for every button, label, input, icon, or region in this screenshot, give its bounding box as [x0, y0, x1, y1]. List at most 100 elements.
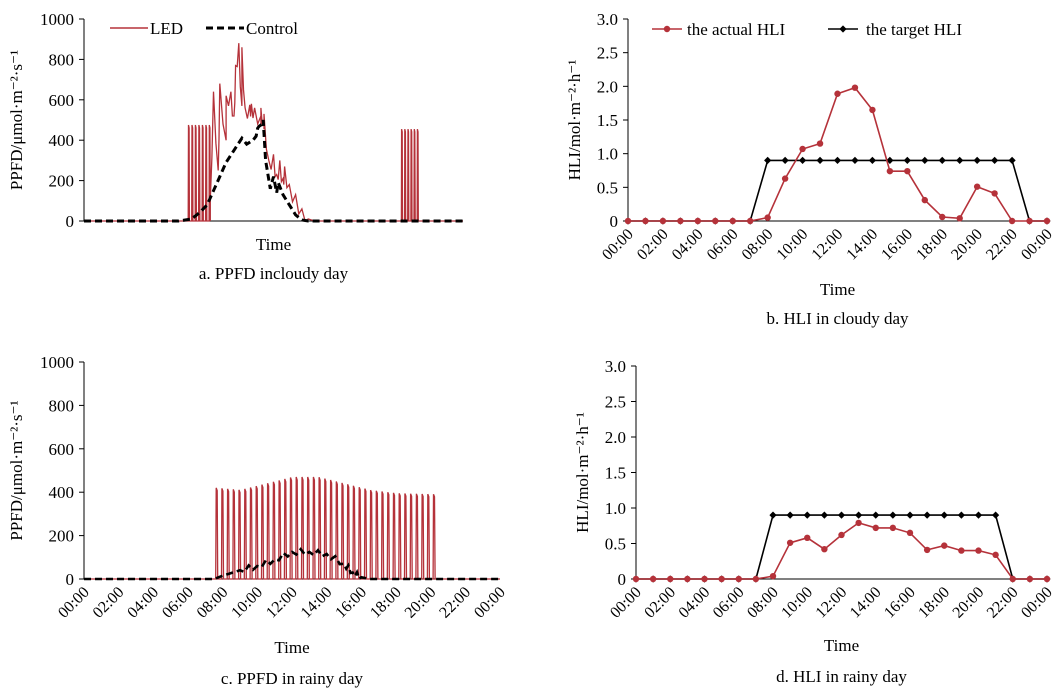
- y-tick-label: 800: [49, 50, 75, 69]
- y-axis-label: PPFD/μmol·m⁻²·s⁻¹: [7, 50, 26, 190]
- series-actual-point: [939, 213, 946, 221]
- y-tick-label: 3.0: [605, 357, 626, 376]
- x-tick-label: 00:00: [599, 226, 637, 264]
- series-actual-point: [941, 542, 948, 549]
- y-tick-label: 1000: [40, 10, 74, 29]
- series-target-point: [974, 511, 983, 519]
- x-axis-label: Time: [824, 636, 859, 655]
- series-actual-point: [781, 175, 789, 182]
- panel-a: 0 200 400 600 800 1000 PPFD/μmol·m⁻²·s⁻¹ Time a.…: [7, 10, 463, 283]
- x-tick-label: 20:00: [948, 226, 986, 264]
- x-tick-label: 12:00: [809, 226, 847, 264]
- legend: the actual HLI the target HLI: [652, 20, 962, 39]
- series-actual-point: [889, 524, 897, 532]
- x-tick-label: 06:00: [710, 584, 748, 622]
- series-target-point: [940, 511, 948, 519]
- series-actual-point: [694, 217, 702, 225]
- panel-caption: a. PPFD incloudy day: [199, 264, 349, 283]
- legend-marker-target: [839, 25, 847, 33]
- x-tick-label: 22:00: [984, 584, 1022, 622]
- x-tick-label: 04:00: [124, 584, 162, 622]
- series-actual-point: [821, 545, 828, 553]
- x-tick-label: 08:00: [744, 584, 782, 622]
- x-tick-label: 06:00: [159, 584, 197, 622]
- series-target-point: [872, 511, 880, 519]
- series-actual-point: [642, 217, 649, 225]
- series-control-line: [84, 119, 463, 223]
- x-tick-label: 06:00: [704, 226, 742, 264]
- legend-marker-actual: [663, 25, 671, 33]
- series-target-line: [636, 514, 1047, 580]
- series-actual-point: [958, 547, 965, 554]
- series-target-point: [769, 511, 777, 519]
- legend-label-target: the target HLI: [866, 20, 962, 39]
- y-tick-label: 800: [49, 396, 75, 415]
- series-actual-point: [834, 90, 841, 97]
- series-actual-line: [636, 522, 1047, 580]
- series-actual-point: [923, 546, 931, 554]
- series-target-point: [921, 156, 929, 164]
- series-actual-point: [956, 215, 963, 222]
- x-tick-label: 10:00: [774, 226, 812, 264]
- series-target-point: [923, 511, 931, 519]
- series-actual-point: [764, 214, 771, 221]
- y-tick-label: 1.5: [597, 111, 618, 130]
- y-tick-label: 1000: [40, 353, 74, 372]
- series-target-point: [816, 156, 824, 164]
- series-actual-point: [992, 551, 999, 559]
- series-actual-point: [735, 575, 742, 583]
- x-axis-label: Time: [820, 280, 855, 299]
- y-tick-label: 0: [66, 212, 75, 231]
- series-target-point: [889, 511, 897, 519]
- series-target-point: [820, 511, 828, 519]
- x-tick-label: 02:00: [634, 226, 672, 264]
- series-actual-point: [804, 534, 811, 542]
- series-actual-point: [684, 575, 691, 583]
- y-tick-label: 1.0: [605, 499, 626, 518]
- series-target-point: [906, 511, 914, 519]
- x-tick-label: 14:00: [843, 226, 881, 264]
- x-tick-label: 14:00: [847, 584, 885, 622]
- x-axis-label: Time: [274, 638, 309, 657]
- panel-caption: d. HLI in rainy day: [776, 667, 907, 686]
- x-tick-label: 08:00: [739, 226, 777, 264]
- series-actual-point: [769, 572, 777, 580]
- series-actual-point: [677, 217, 684, 225]
- y-tick-label: 0.5: [597, 178, 618, 197]
- x-tick-label: 18:00: [915, 584, 953, 622]
- series-control-line: [84, 547, 500, 581]
- series-actual-point: [904, 167, 911, 175]
- x-tick-label: 02:00: [90, 584, 128, 622]
- y-tick-label: 200: [49, 527, 75, 546]
- legend: LED Control: [110, 19, 298, 38]
- x-tick-label: 10:00: [228, 584, 266, 622]
- series-target-point: [803, 511, 811, 519]
- series-actual-point: [1008, 217, 1016, 225]
- series-actual-point: [906, 529, 914, 537]
- x-tick-label: 10:00: [778, 584, 816, 622]
- series-led-line: [84, 43, 463, 223]
- series-target-point: [786, 511, 794, 519]
- series-target-point: [992, 511, 1000, 519]
- series-actual-point: [624, 217, 632, 225]
- series-actual-point: [869, 106, 876, 114]
- x-tick-label: 00:00: [607, 584, 645, 622]
- y-tick-label: 2.5: [597, 44, 618, 63]
- x-tick-label: 22:00: [983, 226, 1021, 264]
- legend-label-control: Control: [246, 19, 298, 38]
- series-actual-point: [855, 519, 862, 527]
- x-tick-label: 00:00: [1018, 584, 1055, 622]
- series-actual-point: [632, 575, 640, 583]
- x-tick-label: 00:00: [1018, 226, 1055, 264]
- series-target-point: [903, 156, 911, 164]
- series-actual-point: [975, 547, 982, 554]
- series-actual-point: [799, 145, 806, 153]
- series-actual-line: [628, 86, 1047, 222]
- series-actual-point: [838, 531, 845, 539]
- series-actual-point: [991, 190, 998, 197]
- series-target-line: [628, 159, 1047, 222]
- series-target-point: [851, 156, 859, 164]
- series-target-point: [1008, 156, 1016, 164]
- x-tick-label: 04:00: [676, 584, 714, 622]
